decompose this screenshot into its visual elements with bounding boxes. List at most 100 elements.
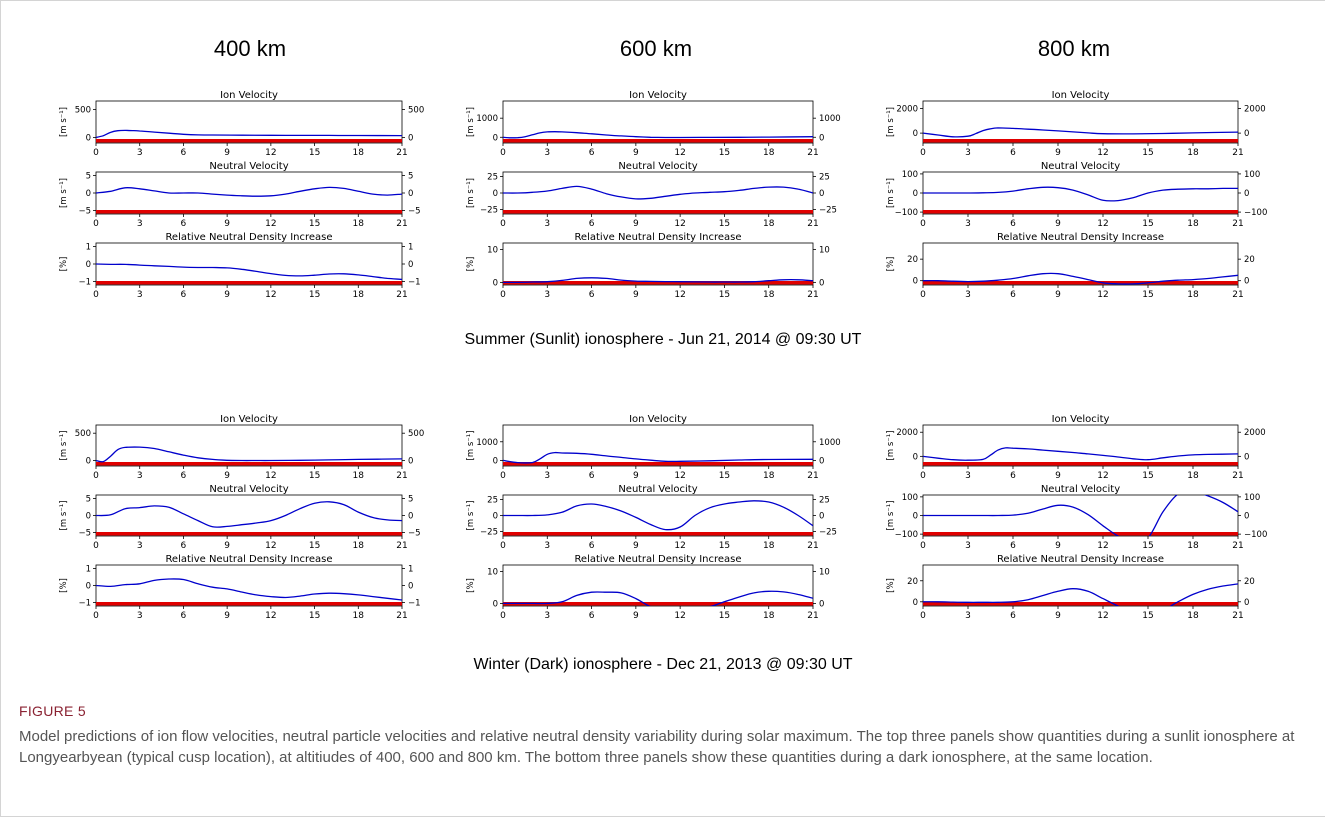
y-tick-label-right: 0 — [819, 189, 824, 199]
y-tick-label-right: −5 — [408, 529, 421, 539]
x-tick-label: 18 — [1187, 471, 1199, 481]
plot-frame — [922, 564, 1239, 607]
data-series-line — [503, 277, 813, 284]
baseline-band — [923, 462, 1238, 466]
x-tick-label: 15 — [719, 290, 730, 300]
data-series-line — [96, 263, 402, 281]
plot-frame — [95, 100, 403, 144]
x-tick-label: 6 — [181, 541, 187, 551]
y-tick-label-right: 0 — [408, 133, 413, 143]
x-tick-label: 3 — [965, 611, 971, 621]
x-tick-label: 3 — [137, 541, 143, 551]
y-axis-label: [m s⁻¹] — [886, 431, 896, 461]
x-tick-label: 15 — [309, 611, 320, 621]
x-tick-label: 0 — [500, 219, 506, 229]
y-tick-label-right: 0 — [819, 456, 824, 466]
x-tick-label: 9 — [1055, 611, 1061, 621]
y-tick-label-right: 20 — [1244, 255, 1255, 265]
altitude-label-400: 400 km — [213, 36, 287, 61]
y-tick-label: 0 — [913, 277, 918, 287]
y-tick-label: 0 — [86, 260, 91, 270]
x-tick-label: 12 — [674, 471, 685, 481]
x-tick-label: 12 — [1097, 541, 1108, 551]
x-tick-label: 21 — [1232, 471, 1243, 481]
x-tick-label: 3 — [544, 290, 550, 300]
x-tick-label: 18 — [763, 611, 775, 621]
x-tick-label: 9 — [1055, 290, 1061, 300]
panel-title: Relative Neutral Density Increase — [997, 554, 1164, 565]
baseline-band — [503, 602, 813, 606]
x-tick-label: 0 — [500, 541, 506, 551]
panel-title: Relative Neutral Density Increase — [165, 232, 332, 243]
x-tick-label: 3 — [544, 148, 550, 158]
y-tick-label-right: −25 — [819, 205, 837, 215]
x-tick-label: 15 — [719, 219, 730, 229]
x-tick-label: 15 — [309, 471, 320, 481]
x-tick-label: 21 — [807, 219, 818, 229]
x-tick-label: 15 — [309, 148, 320, 158]
plot-frame — [502, 242, 814, 286]
x-tick-label: 9 — [633, 611, 639, 621]
data-series-line — [96, 501, 402, 528]
x-tick-label: 9 — [224, 611, 230, 621]
y-tick-label: 0 — [493, 599, 498, 609]
x-tick-label: 9 — [224, 219, 230, 229]
plot-frame — [95, 242, 403, 286]
panel-title: Ion Velocity — [629, 90, 687, 101]
y-tick-label-right: −100 — [1244, 530, 1267, 540]
y-tick-label: 500 — [75, 105, 91, 115]
panel-winter-600km-2: Relative Neutral Density Increase [%] 0 3 6 9… — [466, 554, 830, 621]
data-series-line — [96, 186, 402, 197]
y-axis-label: [m s⁻¹] — [886, 107, 896, 137]
y-tick-label-right: −1 — [408, 278, 421, 288]
y-tick-label: 0 — [913, 598, 918, 608]
plot-frame — [922, 424, 1239, 467]
x-tick-label: 9 — [1055, 219, 1061, 229]
y-tick-label: −1 — [78, 278, 91, 288]
y-tick-label: 2000 — [896, 104, 918, 114]
x-tick-label: 21 — [396, 611, 407, 621]
y-tick-label: 0 — [86, 189, 91, 199]
y-tick-label-right: 0 — [819, 278, 824, 288]
y-tick-label: 100 — [902, 170, 918, 180]
y-tick-label: 25 — [487, 495, 498, 505]
y-tick-label: −1 — [78, 599, 91, 609]
y-tick-label: 5 — [86, 494, 91, 504]
x-tick-label: 6 — [589, 148, 595, 158]
x-tick-label: 21 — [807, 148, 818, 158]
plot-frame — [95, 171, 403, 215]
x-tick-label: 18 — [1187, 611, 1199, 621]
data-series-line — [96, 129, 402, 139]
x-tick-label: 3 — [965, 148, 971, 158]
data-series-line — [923, 272, 1238, 285]
y-tick-label-right: −100 — [1244, 208, 1267, 218]
y-tick-label-right: 0 — [1244, 189, 1249, 199]
x-tick-label: 15 — [1142, 611, 1153, 621]
x-tick-label: 6 — [1010, 290, 1016, 300]
x-tick-label: 15 — [309, 219, 320, 229]
y-tick-label: −100 — [895, 530, 918, 540]
x-tick-label: 18 — [353, 611, 365, 621]
y-tick-label-right: 500 — [408, 429, 424, 439]
x-tick-label: 6 — [1010, 148, 1016, 158]
y-axis-label: [m s⁻¹] — [886, 178, 896, 208]
y-tick-label: 0 — [86, 582, 91, 592]
x-tick-label: 3 — [965, 471, 971, 481]
panel-summer-800km-2: Relative Neutral Density Increase [%] 0 3 6 9… — [886, 232, 1255, 300]
y-axis-label: [%] — [886, 578, 896, 593]
data-series-line — [503, 500, 813, 531]
x-tick-label: 3 — [544, 611, 550, 621]
y-tick-label: 500 — [75, 429, 91, 439]
plot-frame — [95, 424, 403, 467]
baseline-band — [503, 281, 813, 285]
y-axis-label: [m s⁻¹] — [466, 431, 476, 461]
x-tick-label: 21 — [396, 219, 407, 229]
x-tick-label: 9 — [633, 148, 639, 158]
x-tick-label: 15 — [1142, 290, 1153, 300]
data-series-line — [923, 495, 1238, 536]
y-tick-label-right: 500 — [408, 105, 424, 115]
x-tick-label: 21 — [807, 471, 818, 481]
baseline-band — [923, 139, 1238, 143]
